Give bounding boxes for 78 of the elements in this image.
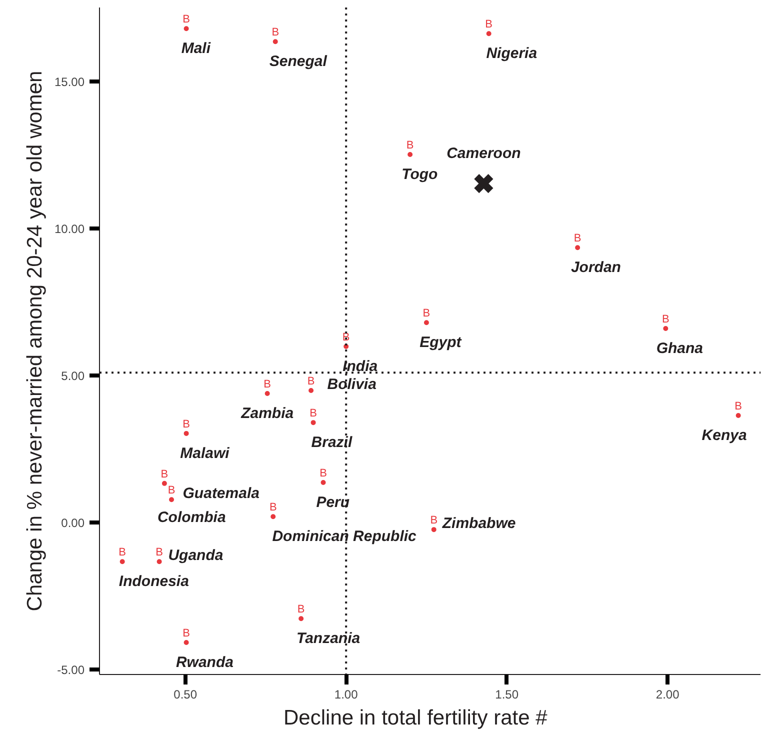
point (663, 326, 668, 332)
text: B (662, 314, 670, 326)
point (575, 245, 580, 250)
text: B (182, 418, 190, 430)
annotation: Uganda (168, 547, 224, 564)
y-tick-label: 0.00 (61, 516, 85, 530)
text: B (182, 14, 190, 26)
text: B (310, 408, 317, 420)
annotation: Togo (402, 166, 438, 183)
point (156, 559, 162, 564)
text: B (156, 546, 163, 559)
y-tick-label: -5.00 (57, 663, 85, 678)
text: B (297, 604, 305, 616)
point (310, 420, 316, 426)
x-tick-label: 1.00 (334, 688, 358, 702)
point (424, 320, 429, 326)
point (169, 497, 174, 502)
point (308, 388, 314, 394)
point (184, 26, 189, 32)
annotation: Kenya (702, 427, 747, 444)
annotation: Colombia (157, 508, 226, 526)
annotation: Dominican Republic (272, 528, 418, 546)
text: B (264, 378, 271, 390)
annotation: Tanzania (296, 630, 360, 648)
text: B (574, 232, 582, 245)
text: B (485, 18, 493, 31)
annotation: Brazil (311, 434, 353, 452)
point (270, 514, 276, 520)
annotation: Senegal (269, 53, 328, 70)
annotation: Jordan (570, 259, 621, 276)
y-axis-title: Change in % never-married among 20-24 year old women (23, 70, 46, 612)
text: B (182, 627, 190, 640)
text: B (422, 308, 430, 320)
point (298, 616, 304, 622)
point (264, 390, 270, 396)
point (272, 39, 278, 44)
text: B (320, 468, 327, 480)
annotation: Peru (316, 494, 350, 512)
point (184, 430, 189, 436)
annotation: Zambia (240, 404, 294, 422)
point (486, 31, 492, 36)
text: B (272, 26, 280, 39)
text: B (430, 514, 438, 527)
x-axis-title: Decline in total fertility rate # (284, 706, 548, 730)
annotation: Rwanda (176, 654, 234, 671)
annotation: Nigeria (486, 45, 538, 62)
annotation: Bolivia (327, 376, 376, 394)
point (736, 413, 741, 418)
point (184, 640, 189, 645)
annotation: Egypt (420, 334, 462, 352)
annotation: Guatemala (182, 485, 260, 502)
annotation: Malawi (180, 444, 230, 462)
annotation: India (342, 358, 378, 375)
series-label: B (168, 484, 176, 497)
text: B (406, 139, 414, 152)
annotation: Cameroon (446, 145, 521, 162)
point (162, 480, 167, 486)
annotation: Indonesia (118, 573, 189, 590)
annotation: Ghana (656, 340, 704, 358)
annotation: Zimbabwe (441, 515, 516, 532)
point (408, 152, 413, 157)
point (120, 559, 125, 564)
x-tick-label: 1.50 (495, 688, 519, 702)
text: B (734, 400, 742, 413)
text: B (269, 502, 277, 514)
point (473, 173, 494, 194)
y-tick-label: 5.00 (61, 369, 85, 384)
y-tick-label: 15.00 (54, 75, 85, 90)
text: B (342, 331, 350, 344)
point (320, 480, 326, 486)
point (431, 527, 436, 532)
annotation: Mali (181, 40, 212, 58)
y-tick-label: 10.00 (54, 222, 85, 236)
text: B (118, 546, 126, 559)
x-tick-label: 2.00 (656, 688, 680, 702)
text: B (307, 376, 315, 388)
x-tick-label: 0.50 (174, 688, 198, 702)
text: B (160, 468, 168, 480)
